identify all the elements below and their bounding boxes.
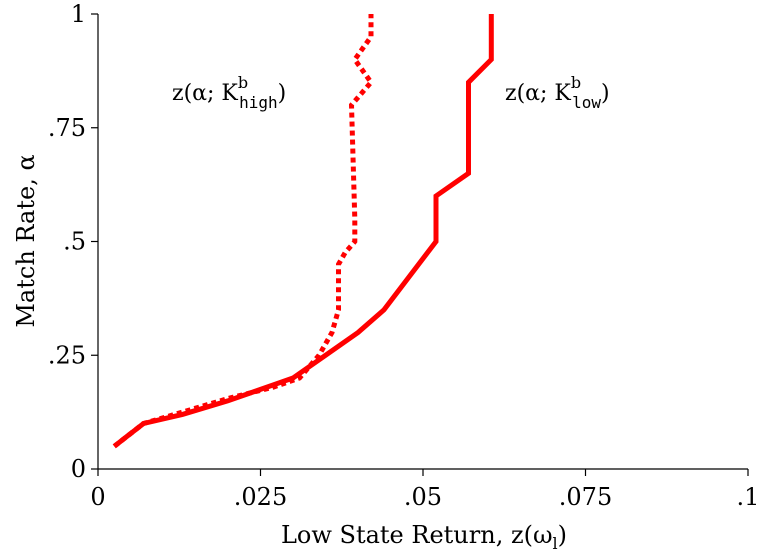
annotation-sup: b [571,73,581,92]
x-tick-label: .075 [559,483,612,511]
annotation-sup: b [238,73,248,92]
x-tick-label: 0 [90,483,105,511]
series-annotation-high: z(α; Kb high) [172,73,286,112]
x-axis-title-close: ) [558,521,567,549]
series-layer [112,14,494,449]
annotation-close: ) [601,81,610,106]
axis-ticks: 0 .025 .05 .075 .1 0 .25 .5 .75 1 [48,0,760,511]
annotation-base: z(α; K [505,81,571,106]
y-tick-label: 1 [71,0,86,28]
x-tick-label: .05 [404,483,442,511]
x-axis-title-sub: l [553,534,558,553]
y-axis-title: Match Rate, α [12,154,40,327]
series-line-solid [112,14,494,449]
series-annotations: z(α; Kb high) z(α; Kb low) [172,73,610,112]
x-tick-label: .025 [234,483,287,511]
y-tick-label: 0 [71,455,86,483]
annotation-sub: low [572,93,601,112]
y-tick-label: .5 [63,228,86,256]
x-axis-title: Low State Return, z(ωl) [281,521,567,553]
annotation-base: z(α; K [172,81,238,106]
y-tick-label: .25 [48,341,86,369]
x-axis-title-main: Low State Return, z(ω [281,521,553,549]
annotation-sub: high [239,93,278,112]
y-tick-label: .75 [48,114,86,142]
x-tick-label: .1 [737,483,760,511]
series-annotation-low: z(α; Kb low) [505,73,610,112]
annotation-close: ) [278,81,287,106]
